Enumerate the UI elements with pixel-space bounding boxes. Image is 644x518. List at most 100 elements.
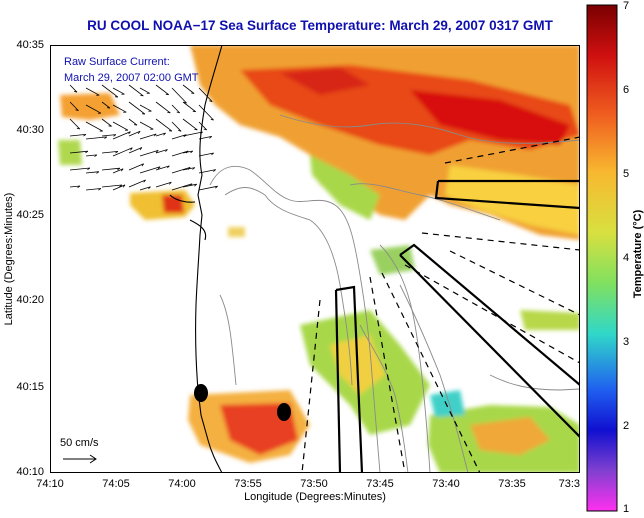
sst-patch-north-hot bbox=[410, 90, 570, 145]
colorbar-tick: 1 bbox=[623, 503, 630, 515]
current-vector-head bbox=[155, 150, 159, 153]
current-vector bbox=[85, 171, 99, 174]
sst-field bbox=[58, 45, 580, 473]
current-vector-head bbox=[117, 167, 121, 171]
current-vector bbox=[198, 87, 213, 102]
x-tick-label: 74:05 bbox=[102, 478, 130, 490]
current-vector bbox=[69, 185, 81, 188]
current-vector-head bbox=[163, 132, 166, 136]
current-vector bbox=[139, 87, 150, 94]
current-vector-head bbox=[203, 128, 207, 131]
current-vector-head bbox=[139, 147, 143, 151]
study-box-outlines bbox=[334, 179, 580, 473]
current-vector bbox=[171, 87, 187, 104]
y-tick-label: 40:30 bbox=[16, 124, 44, 136]
current-vector bbox=[85, 121, 103, 132]
current-vector-head bbox=[178, 130, 182, 132]
current-vector-head bbox=[148, 186, 151, 190]
current-vector bbox=[139, 186, 151, 191]
current-vector-head bbox=[157, 166, 161, 170]
current-vector-head bbox=[137, 131, 141, 134]
scale-arrow-icon bbox=[63, 454, 97, 464]
current-vector-head bbox=[194, 129, 198, 131]
current-vector-head bbox=[200, 131, 203, 135]
current-vector-head bbox=[140, 95, 144, 97]
current-vector bbox=[128, 179, 146, 188]
current-vector-head bbox=[168, 182, 172, 185]
colorbar-tick: 5 bbox=[623, 168, 630, 180]
current-vector-head bbox=[167, 165, 170, 169]
current-vector bbox=[198, 136, 212, 140]
sst-patch-nw bbox=[60, 93, 120, 120]
current-vector-head bbox=[133, 124, 138, 126]
current-vector bbox=[85, 188, 101, 191]
colorbar-tick: 3 bbox=[623, 336, 630, 348]
x-tick-label: 73:3 bbox=[558, 478, 580, 490]
current-vector bbox=[198, 152, 214, 157]
current-vector bbox=[155, 118, 173, 132]
current-vector-head bbox=[104, 136, 108, 139]
current-vector-head bbox=[130, 147, 133, 151]
current-vector-head bbox=[190, 150, 194, 154]
current-vector bbox=[69, 150, 88, 154]
current-vector bbox=[85, 87, 100, 96]
current-vector bbox=[85, 104, 102, 114]
current-legend-line1: Raw Surface Current: bbox=[64, 56, 170, 68]
sst-patch-yellow-edge bbox=[445, 165, 580, 235]
current-vector bbox=[112, 121, 129, 131]
current-vector bbox=[198, 104, 214, 121]
dashed-lines bbox=[301, 136, 580, 473]
bathymetry-contours bbox=[209, 114, 580, 473]
current-vector-head bbox=[96, 171, 100, 174]
current-vector-head bbox=[143, 179, 146, 183]
current-vector-head bbox=[192, 167, 196, 170]
current-vector-head bbox=[213, 169, 216, 172]
mooring-marker bbox=[277, 403, 291, 421]
current-vector-head bbox=[108, 125, 112, 127]
current-vector bbox=[171, 134, 187, 140]
current-vector bbox=[139, 166, 161, 174]
current-vector bbox=[155, 181, 172, 188]
current-vector-head bbox=[191, 92, 195, 94]
sst-patch-mid2 bbox=[520, 310, 580, 330]
current-vector-head bbox=[94, 154, 98, 157]
colorbar-tick: 2 bbox=[623, 420, 630, 432]
x-axis-title: Longitude (Degrees:Minutes) bbox=[244, 491, 386, 503]
current-legend-line2: March 29, 2007 02:00 GMT bbox=[64, 72, 199, 84]
current-vector bbox=[112, 184, 126, 191]
current-vector bbox=[112, 131, 131, 140]
current-vector bbox=[171, 183, 193, 191]
y-tick-label: 40:20 bbox=[16, 294, 44, 306]
current-vector-head bbox=[115, 151, 119, 154]
current-vector-head bbox=[73, 90, 78, 93]
current-vector-head bbox=[119, 184, 123, 188]
y-axis-title: Latitude (Degrees:Minutes) bbox=[3, 192, 15, 326]
current-vector bbox=[171, 150, 189, 157]
current-vector bbox=[128, 118, 138, 126]
current-vector bbox=[101, 134, 116, 137]
current-vector-head bbox=[153, 133, 157, 137]
current-vector bbox=[101, 101, 111, 109]
current-vector bbox=[155, 101, 171, 114]
current-vector bbox=[171, 167, 191, 174]
current-vector bbox=[69, 84, 78, 93]
current-vector bbox=[101, 151, 118, 154]
current-vector bbox=[155, 84, 169, 96]
current-vector bbox=[128, 147, 143, 154]
sst-patch-south-east-warm bbox=[470, 417, 550, 455]
current-vector bbox=[101, 184, 122, 188]
current-vector bbox=[182, 84, 195, 94]
current-vector bbox=[128, 130, 141, 137]
current-vector bbox=[101, 118, 112, 127]
current-vector-head bbox=[210, 118, 214, 121]
current-vector-head bbox=[120, 168, 124, 172]
sst-map bbox=[50, 45, 580, 473]
y-tick-label: 40:35 bbox=[16, 39, 44, 51]
colorbar-tick: 6 bbox=[623, 84, 630, 96]
x-tick-label: 73:35 bbox=[498, 478, 526, 490]
current-vector bbox=[182, 118, 198, 131]
current-vector bbox=[112, 147, 133, 157]
current-vector bbox=[128, 101, 146, 115]
colorbar-tick: 7 bbox=[623, 0, 630, 12]
current-vector bbox=[155, 165, 170, 171]
